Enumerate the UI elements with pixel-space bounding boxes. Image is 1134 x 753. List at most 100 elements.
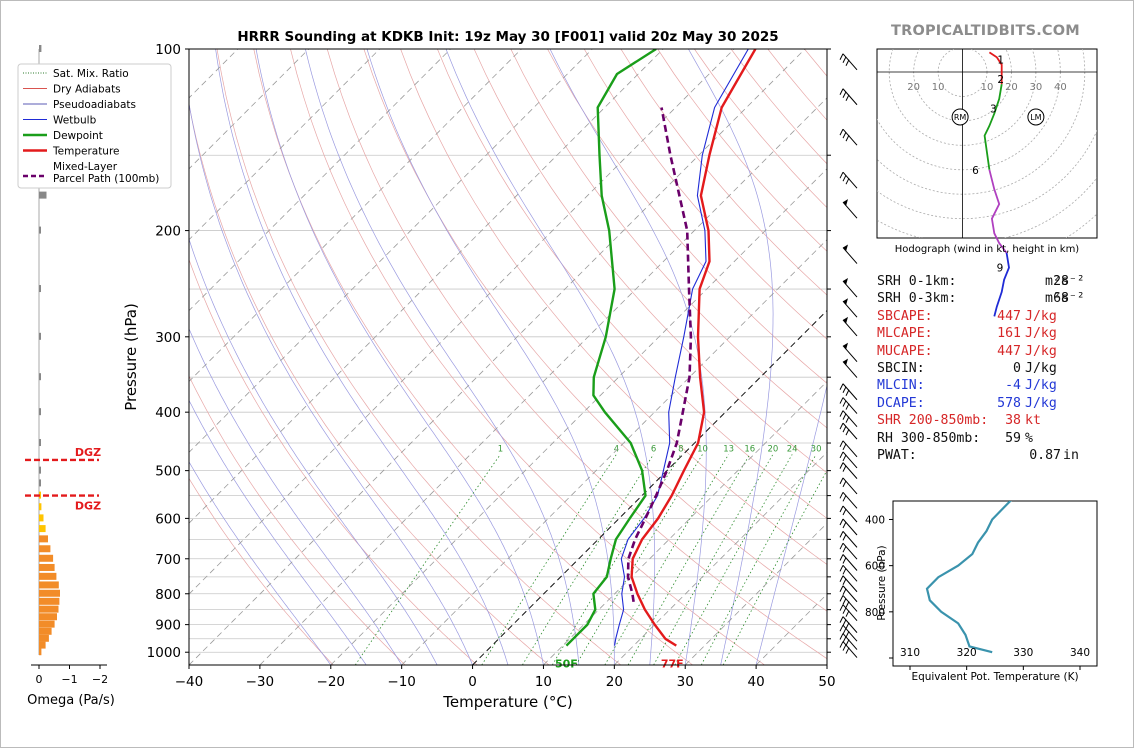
barb-feather xyxy=(840,492,843,498)
wind-barb xyxy=(840,478,857,494)
barb-staff xyxy=(843,384,857,400)
x-tick-label: −10 xyxy=(387,674,416,690)
barb-feather xyxy=(846,601,849,607)
barb-feather xyxy=(846,135,849,141)
wind-barb xyxy=(840,54,857,70)
dry-adiabat xyxy=(254,49,693,665)
omega-bar xyxy=(39,192,47,199)
barb-feather xyxy=(840,441,843,447)
wind-barb xyxy=(840,129,857,145)
barb-feather xyxy=(840,634,843,640)
x-tick-label: 40 xyxy=(748,674,765,690)
barb-feather xyxy=(843,589,846,595)
barb-staff xyxy=(843,398,857,414)
barb-feather xyxy=(846,429,849,435)
stat-value: 161 xyxy=(997,325,1021,342)
stat-row: RH 300-850mb:59% xyxy=(877,430,1117,447)
pseudoadiabat xyxy=(152,49,437,665)
omega-bar xyxy=(39,227,41,234)
wind-barb xyxy=(840,642,857,658)
barb-feather xyxy=(843,455,846,461)
wind-barb xyxy=(840,543,857,559)
omega-bar xyxy=(39,598,59,605)
pseudoadiabat xyxy=(367,49,614,665)
pseudoadiabat xyxy=(550,49,706,665)
mixing-ratio-line xyxy=(701,454,816,665)
barb-feather xyxy=(840,625,843,631)
omega-bar xyxy=(39,333,41,340)
omega-bar xyxy=(39,635,49,642)
barb-staff xyxy=(843,172,857,188)
barb-feather xyxy=(843,426,846,432)
barb-feather xyxy=(846,648,849,654)
theta-x-tick-label: 340 xyxy=(1070,647,1090,659)
dgz-label-bottom: DGZ xyxy=(75,500,101,513)
barb-feather xyxy=(840,586,843,592)
stat-unit: m²s⁻² xyxy=(1045,290,1085,307)
wind-barb xyxy=(840,617,857,633)
omega-bar xyxy=(39,628,52,635)
storm-motion-label: LM xyxy=(1030,113,1041,122)
wind-barb xyxy=(840,595,857,611)
hodograph-tick-label: 40 xyxy=(1054,82,1067,93)
barb-staff xyxy=(843,411,857,427)
barb-feather xyxy=(843,414,846,420)
wind-barb xyxy=(843,298,857,317)
y-axis-label: Pressure (hPa) xyxy=(122,303,140,411)
omega-x-tick-label: 0 xyxy=(36,673,43,686)
barb-feather xyxy=(846,611,849,617)
barb-staff xyxy=(843,478,857,494)
hodograph-tick-label: 10 xyxy=(981,82,994,93)
barb-feather xyxy=(843,608,846,614)
barb-feather xyxy=(843,92,846,98)
barb-feather xyxy=(843,620,846,626)
stat-unit: J/kg xyxy=(1025,395,1057,412)
wind-barb xyxy=(843,317,857,336)
barb-feather xyxy=(840,423,843,429)
omega-bar xyxy=(39,606,59,613)
stat-label: MUCAPE: xyxy=(877,343,933,360)
barb-flag xyxy=(843,278,848,285)
barb-flag xyxy=(843,298,848,305)
omega-x-label: Omega (Pa/s) xyxy=(27,693,115,708)
omega-bar xyxy=(39,621,55,628)
omega-bar xyxy=(39,285,41,292)
y-tick-label: 1000 xyxy=(147,645,181,661)
barb-feather xyxy=(840,478,843,484)
omega-bar xyxy=(39,573,56,580)
mixing-ratio-label: 13 xyxy=(723,444,734,454)
mixing-ratio-line xyxy=(355,454,500,665)
barb-flag xyxy=(843,199,848,206)
legend-label: Pseudoadiabats xyxy=(53,99,136,111)
stat-label: MLCIN: xyxy=(877,377,925,394)
theta-y-tick-label: 400 xyxy=(865,514,885,526)
theta-x-tick-label: 330 xyxy=(1013,647,1033,659)
legend-label: Mixed-Layer xyxy=(53,161,118,173)
hodograph-caption: Hodograph (wind in kt, height in km) xyxy=(895,244,1080,255)
y-tick-label: 700 xyxy=(155,552,181,568)
x-tick-label: 30 xyxy=(677,674,694,690)
omega-bar xyxy=(39,555,53,562)
stat-label: SBCAPE: xyxy=(877,308,933,325)
hodograph-height-label: 6 xyxy=(972,165,979,177)
stat-value: 0 xyxy=(1013,360,1021,377)
omega-bar xyxy=(39,439,41,446)
wind-barb xyxy=(843,359,857,378)
barb-feather xyxy=(846,95,849,101)
barb-feather xyxy=(846,178,849,184)
x-tick-label: −40 xyxy=(175,674,204,690)
y-tick-label: 100 xyxy=(155,42,181,58)
omega-bar xyxy=(39,45,41,52)
mixing-ratio-label: 4 xyxy=(614,444,619,454)
mixing-ratio-line xyxy=(482,454,617,665)
barb-feather xyxy=(843,466,846,472)
barb-flag xyxy=(843,359,848,366)
surface-dewpoint-label: 50F xyxy=(555,658,578,671)
stat-label: SRH 0-1km: xyxy=(877,273,956,290)
stat-label: PWAT: xyxy=(877,447,917,464)
